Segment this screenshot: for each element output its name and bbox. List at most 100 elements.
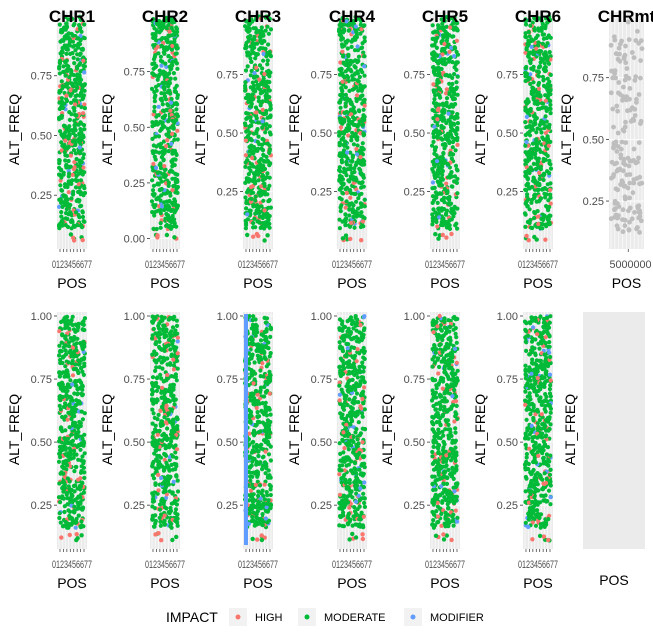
point-moderate [172,314,177,319]
point-moderate [58,360,63,366]
point-moderate [78,192,83,197]
point-moderate [163,443,168,448]
point-moderate [256,178,261,183]
point-grey [615,51,621,57]
point-moderate [79,366,84,371]
point-moderate [452,174,458,179]
point-moderate [354,28,359,33]
point-moderate [79,464,84,469]
y-tick-label: 0.25 [31,500,52,512]
point-moderate [164,437,170,442]
point-moderate [168,315,173,320]
point-moderate [170,490,175,495]
point-moderate [174,117,179,123]
point-modifier [159,204,164,209]
point-moderate [454,80,459,85]
point-moderate [542,191,547,196]
point-moderate [175,417,180,422]
point-moderate [166,183,171,188]
point-high [81,111,86,116]
point-moderate [78,168,83,173]
point-modifier [156,104,161,109]
point-grey [616,80,622,85]
point-modifier [70,382,75,387]
point-high [170,131,175,136]
point-grey [608,216,614,222]
point-moderate [525,97,530,102]
point-moderate [175,478,180,483]
point-moderate [351,203,356,208]
point-moderate [168,432,174,437]
y-tick-label: 0.75 [124,67,145,79]
point-grey [630,190,636,196]
point-moderate [172,197,177,202]
point-moderate [73,353,78,358]
point-moderate [347,28,352,33]
point-high [548,187,553,193]
point-moderate [162,84,167,89]
point-moderate [338,177,343,182]
point-moderate [79,391,84,396]
point-moderate [73,424,78,429]
point-moderate [441,151,446,156]
point-moderate [246,94,251,99]
point-moderate [67,489,72,494]
point-moderate [57,481,62,486]
point-moderate [157,176,163,181]
point-moderate [156,113,161,118]
y-tick-label: 0.00 [124,234,145,246]
point-moderate [64,368,70,373]
point-moderate [247,130,252,135]
point-moderate [160,496,165,501]
point-moderate [538,127,543,132]
point-moderate [252,34,257,40]
point-moderate [436,207,441,212]
point-moderate [448,115,453,120]
point-moderate [82,22,87,27]
point-moderate [430,200,435,205]
point-moderate [253,89,258,94]
point-moderate [170,176,175,181]
point-moderate [70,139,75,144]
point-moderate [165,213,171,218]
point-moderate [166,15,171,20]
point-moderate [152,26,157,31]
point-moderate [152,524,157,529]
point-moderate [79,385,84,390]
panel-title: CHR2 [142,7,188,26]
point-moderate [156,385,161,390]
point-moderate [66,144,71,149]
point-high [263,449,268,454]
point-moderate [61,489,66,494]
point-moderate [159,395,164,400]
point-moderate [163,18,169,24]
point-moderate [548,111,553,116]
point-moderate [267,473,272,478]
point-grey [610,106,616,112]
point-moderate [150,192,155,197]
point-moderate [150,178,155,183]
point-moderate [446,201,451,206]
point-moderate [526,168,531,173]
point-moderate [360,41,365,46]
point-high [70,373,76,378]
point-moderate [76,150,81,155]
point-moderate [165,356,170,361]
point-moderate [71,105,76,110]
x-tick-label: 0123456677 [425,259,465,271]
point-high [260,107,265,112]
point-moderate [347,119,352,124]
point-moderate [534,93,540,98]
point-moderate [355,124,360,129]
point-moderate [533,121,538,126]
point-grey [634,100,639,105]
point-moderate [359,46,364,51]
point-modifier [354,152,360,157]
point-moderate [74,173,79,179]
point-moderate [541,177,546,183]
point-high [440,232,445,238]
point-moderate [534,137,539,142]
point-high [344,190,349,196]
point-moderate [246,99,251,104]
